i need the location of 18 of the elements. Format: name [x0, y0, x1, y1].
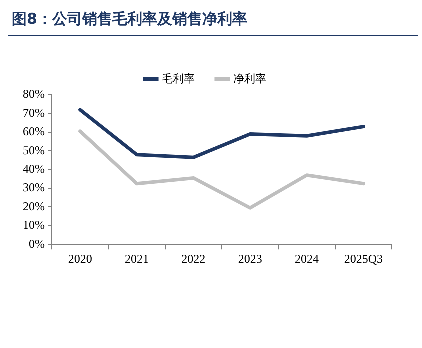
y-tick-label: 20% — [22, 199, 45, 214]
y-tick-label: 70% — [22, 106, 45, 120]
y-tick-label: 80% — [22, 87, 45, 102]
y-tick-label: 60% — [22, 124, 45, 139]
x-tick-label: 2024 — [295, 252, 319, 266]
x-tick-label: 2021 — [124, 252, 149, 266]
y-tick-label: 30% — [22, 180, 45, 195]
legend-label: 净利率 — [234, 72, 266, 86]
legend-label: 毛利率 — [162, 72, 195, 86]
y-tick-label: 40% — [22, 162, 45, 176]
y-tick-label: 0% — [28, 236, 45, 251]
chart-title: 图8：公司销售毛利率及销售净利率 — [8, 6, 418, 36]
x-tick-label: 2023 — [238, 252, 262, 266]
x-tick-label: 2020 — [68, 252, 92, 266]
x-tick-label: 2025Q3 — [344, 252, 383, 266]
y-tick-label: 10% — [22, 218, 45, 232]
y-tick-label: 50% — [22, 143, 45, 158]
x-tick-label: 2022 — [182, 252, 206, 266]
